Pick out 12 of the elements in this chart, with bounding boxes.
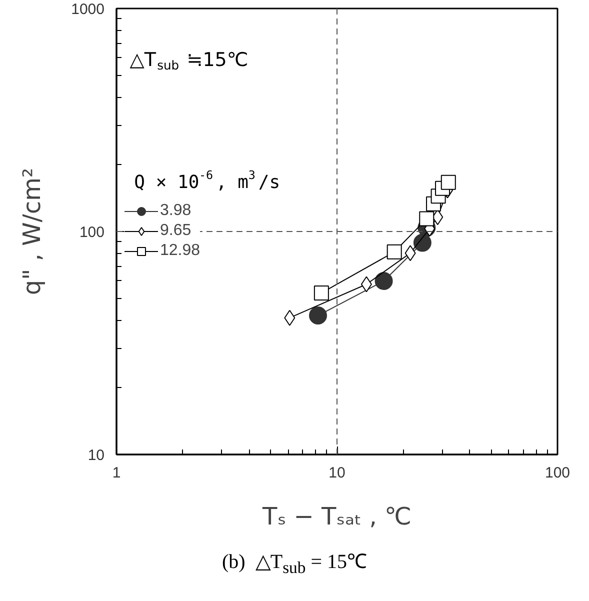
y-tick-label: 100 — [79, 224, 105, 241]
x-tick-label: 100 — [544, 464, 570, 482]
y-axis-title: q" , W/cm² — [18, 168, 46, 296]
y-tick-label: 1000 — [71, 1, 105, 18]
x-tick-label: 10 — [328, 464, 346, 482]
legend-label: 9.65 — [160, 222, 192, 240]
x-axis-title: Tₛ − Tₛₐₜ , ℃ — [262, 502, 412, 530]
text: (b) △T$_{sub}$ = 15℃ — [221, 550, 368, 579]
legend-label: 3.98 — [160, 202, 192, 220]
x-tick-label: 1 — [112, 464, 121, 482]
legend-label: 12.98 — [160, 242, 200, 260]
y-tick-label: 10 — [88, 447, 105, 464]
